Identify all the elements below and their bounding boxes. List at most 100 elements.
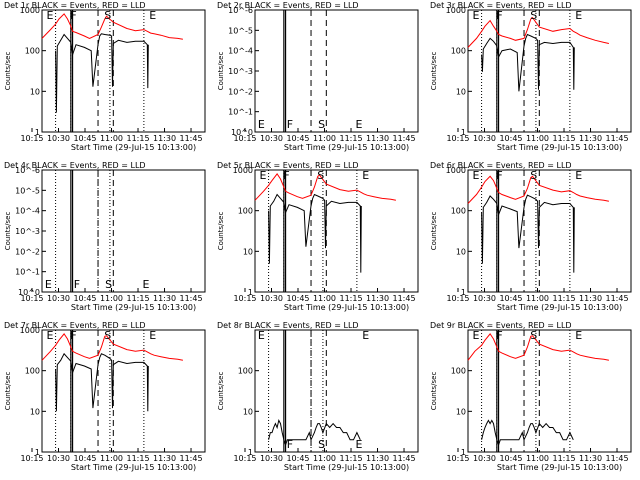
y-tick-label: 10^-2	[228, 87, 253, 96]
chart-title: Det 1r BLACK = Events, RED = LLD	[4, 1, 146, 10]
x-tick-label: 10:45	[73, 454, 96, 463]
plot-frame	[254, 169, 419, 293]
y-tick-label: 10	[243, 407, 253, 416]
x-tick-label: 10:45	[286, 134, 309, 143]
y-axis-label: Counts/sec	[217, 372, 225, 411]
det-5r-chart: Det 5r BLACK = Events, RED = LLD 10:15 10:…	[217, 161, 419, 312]
x-tick-label: 11:15	[126, 294, 149, 303]
event-marker-f: F	[287, 118, 293, 131]
x-axis-label: Start Time (29-Jul-15 10:13:00)	[71, 303, 196, 312]
x-tick-label: 10:45	[73, 294, 96, 303]
y-tick-label: 1	[461, 448, 466, 457]
event-marker-s: S	[530, 329, 537, 342]
det-1r-chart: Det 1r BLACK = Events, RED = LLD 10:15 10:…	[4, 1, 206, 152]
event-marker-f: F	[74, 278, 80, 291]
y-tick-label: 10^-3	[15, 227, 40, 236]
chart-title: Det 4r BLACK = Events, RED = LLD	[4, 161, 146, 170]
x-tick-label: 11:30	[153, 454, 176, 463]
det-8r-panel: Det 8r BLACK = Events, RED = LLD 10:15 10:…	[213, 320, 426, 480]
x-tick-label: 11:45	[605, 454, 628, 463]
events-series-line	[481, 419, 574, 447]
y-axis-label: Counts/sec	[430, 212, 438, 251]
x-tick-label: 11:45	[605, 134, 628, 143]
plot-frame	[41, 9, 206, 133]
x-tick-label: 10:15	[446, 294, 469, 303]
y-tick-label: 100	[451, 367, 466, 376]
y-tick-label: 100	[451, 47, 466, 56]
det-2r-panel: Det 2r BLACK = Events, RED = LLD 10:15 10:…	[213, 0, 426, 160]
x-tick-label: 11:15	[339, 454, 362, 463]
plot-frame	[467, 169, 632, 293]
chart-title: Det 3r BLACK = Events, RED = LLD	[430, 1, 572, 10]
y-tick-label: 10	[456, 87, 466, 96]
y-tick-label: 100	[25, 47, 40, 56]
lld-series-line	[467, 333, 609, 361]
x-tick-label: 11:45	[392, 134, 415, 143]
x-tick-label: 11:15	[126, 134, 149, 143]
chart-title: Det 7r BLACK = Events, RED = LLD	[4, 321, 146, 330]
events-series-line	[55, 33, 149, 113]
y-tick-label: 1000	[446, 166, 466, 175]
x-tick-label: 11:00	[313, 454, 336, 463]
x-tick-label: 10:30	[47, 134, 70, 143]
x-tick-label: 10:30	[473, 454, 496, 463]
event-marker-s: S	[317, 169, 324, 182]
event-marker-e: E	[258, 329, 265, 342]
event-marker-e: E	[355, 118, 362, 131]
events-series-line	[268, 418, 361, 447]
chart-title: Det 8r BLACK = Events, RED = LLD	[217, 321, 359, 330]
y-tick-label: 10^-4	[228, 47, 253, 56]
y-tick-label: 1000	[446, 6, 466, 15]
x-tick-label: 11:30	[366, 134, 389, 143]
event-marker-e: E	[362, 169, 369, 182]
x-tick-label: 10:45	[499, 134, 522, 143]
det-3r-panel: Det 3r BLACK = Events, RED = LLD 10:15 10:…	[426, 0, 639, 160]
x-tick-label: 11:00	[526, 454, 549, 463]
x-tick-label: 11:00	[100, 294, 123, 303]
x-tick-label: 11:00	[526, 134, 549, 143]
events-series-line	[268, 193, 362, 273]
x-tick-label: 11:45	[392, 454, 415, 463]
y-tick-label: 10	[30, 407, 40, 416]
event-marker-e: E	[45, 278, 52, 291]
events-series-line	[55, 352, 149, 412]
x-tick-label: 11:45	[392, 294, 415, 303]
event-marker-s: S	[104, 329, 111, 342]
x-tick-label: 10:30	[47, 294, 70, 303]
event-marker-e: E	[149, 9, 156, 22]
lld-series-line	[41, 13, 183, 40]
lld-series-line	[41, 333, 183, 361]
y-tick-label: 1	[248, 288, 253, 297]
x-axis-label: Start Time (29-Jul-15 10:13:00)	[497, 463, 622, 472]
x-tick-label: 11:30	[153, 134, 176, 143]
x-tick-label: 10:15	[20, 454, 43, 463]
event-marker-e: E	[575, 9, 582, 22]
event-marker-f: F	[70, 329, 76, 342]
event-marker-e: E	[575, 329, 582, 342]
plot-frame	[254, 329, 419, 453]
x-axis-label: Start Time (29-Jul-15 10:13:00)	[284, 143, 409, 152]
chart-title: Det 2r BLACK = Events, RED = LLD	[217, 1, 359, 10]
x-tick-label: 11:00	[526, 294, 549, 303]
x-tick-label: 10:15	[20, 134, 43, 143]
x-tick-label: 11:15	[552, 454, 575, 463]
x-tick-label: 11:30	[579, 294, 602, 303]
y-tick-label: 10^-1	[15, 268, 40, 277]
y-tick-label: 1000	[20, 6, 40, 15]
x-tick-label: 10:15	[233, 134, 256, 143]
x-tick-label: 11:30	[366, 294, 389, 303]
y-tick-label: 100	[238, 207, 253, 216]
x-axis-label: Start Time (29-Jul-15 10:13:00)	[497, 143, 622, 152]
y-tick-label: 10^-3	[228, 67, 253, 76]
det-6r-chart: Det 6r BLACK = Events, RED = LLD 10:15 10:…	[430, 161, 632, 312]
x-axis-label: Start Time (29-Jul-15 10:13:00)	[284, 303, 409, 312]
det-9r-chart: Det 9r BLACK = Events, RED = LLD 10:15 10:…	[430, 321, 632, 472]
event-marker-s: S	[530, 9, 537, 22]
x-axis-label: Start Time (29-Jul-15 10:13:00)	[497, 303, 622, 312]
y-tick-label: 100	[238, 367, 253, 376]
x-tick-label: 10:30	[47, 454, 70, 463]
chart-title: Det 6r BLACK = Events, RED = LLD	[430, 161, 572, 170]
x-tick-label: 11:15	[339, 134, 362, 143]
lld-series-line	[254, 173, 396, 201]
